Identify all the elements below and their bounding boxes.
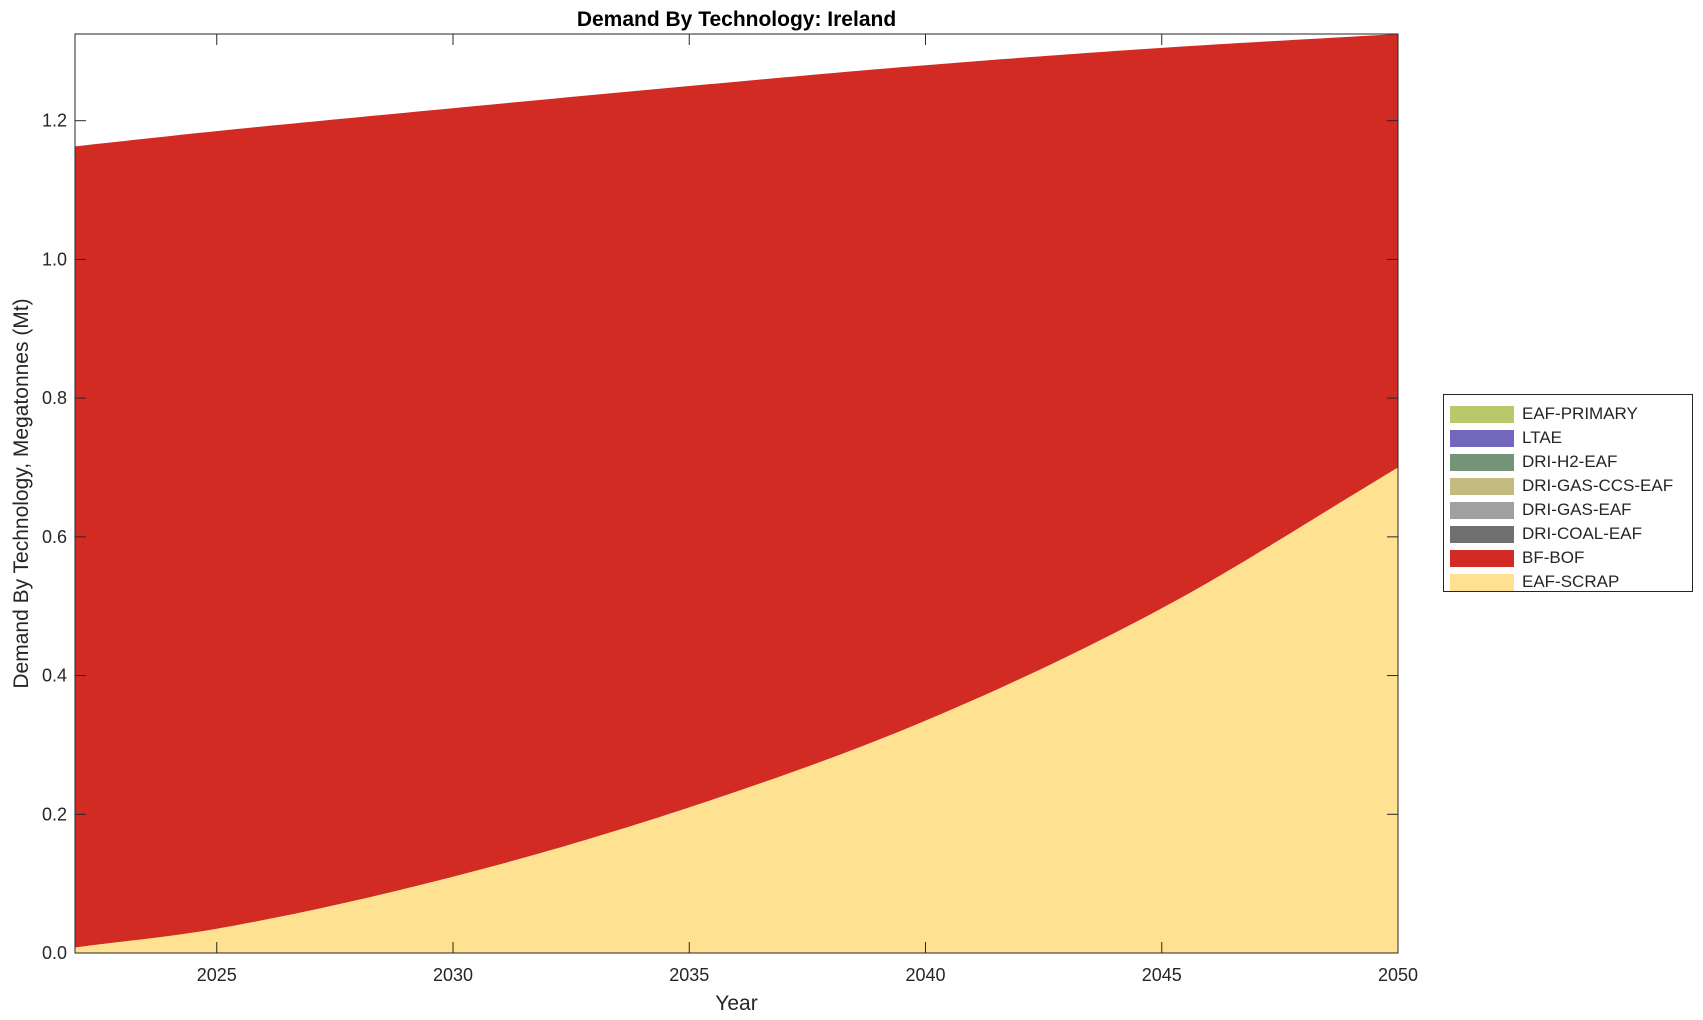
- legend-label: EAF-SCRAP: [1522, 572, 1620, 591]
- legend-item-dri-gas-ccs-eaf: DRI-GAS-CCS-EAF: [1450, 476, 1673, 496]
- y-tick-label: 1.0: [42, 249, 67, 269]
- legend-item-bf-bof: BF-BOF: [1450, 548, 1584, 568]
- y-tick-label: 0.8: [42, 388, 67, 408]
- x-tick-label: 2035: [669, 965, 709, 985]
- area-bf-bof: [75, 34, 1398, 948]
- legend-label: BF-BOF: [1522, 548, 1585, 567]
- axis-ticks: 2025 2030 2035 2040 2045 2050 0.0 0.2 0.4 0.6 0.8 1…: [42, 34, 1418, 985]
- legend-label: DRI-GAS-EAF: [1522, 500, 1632, 519]
- legend-item-dri-coal-eaf: DRI-COAL-EAF: [1450, 524, 1642, 544]
- y-axis-label: Demand By Technology, Megatonnes (Mt): [10, 298, 33, 688]
- legend-label: LTAE: [1522, 428, 1562, 447]
- axes-box: [74, 33, 1399, 954]
- stacked-areas: [75, 34, 1398, 953]
- chart-title: Demand By Technology: Ireland: [577, 8, 896, 31]
- legend: EAF-PRIMARY LTAE DRI-H2-EAF DRI-GAS-CCS-EAF…: [1443, 394, 1693, 592]
- legend-item-dri-gas-eaf: DRI-GAS-EAF: [1450, 500, 1632, 520]
- y-tick-label: 1.2: [42, 111, 67, 131]
- legend-swatch: [1450, 549, 1514, 567]
- legend-swatch: [1450, 477, 1514, 495]
- legend-swatch: [1450, 429, 1514, 447]
- legend-label: EAF-PRIMARY: [1522, 404, 1638, 423]
- legend-item-eaf-primary: EAF-PRIMARY: [1450, 404, 1638, 424]
- x-axis-label: Year: [715, 992, 757, 1015]
- y-tick-label: 0.4: [42, 666, 67, 686]
- legend-swatch: [1450, 453, 1514, 471]
- y-tick-label: 0.6: [42, 527, 67, 547]
- legend-swatch: [1450, 501, 1514, 519]
- legend-item-eaf-scrap: EAF-SCRAP: [1450, 572, 1619, 592]
- x-tick-label: 2040: [905, 965, 945, 985]
- legend-label: DRI-H2-EAF: [1522, 452, 1618, 471]
- legend-item-ltae: LTAE: [1450, 428, 1562, 448]
- x-tick-label: 2050: [1378, 965, 1418, 985]
- legend-swatch: [1450, 573, 1514, 591]
- legend-swatch: [1450, 405, 1514, 423]
- legend-swatch: [1450, 525, 1514, 543]
- legend-item-dri-h2-eaf: DRI-H2-EAF: [1450, 452, 1617, 472]
- legend-label: DRI-COAL-EAF: [1522, 524, 1642, 543]
- x-tick-label: 2045: [1142, 965, 1182, 985]
- x-tick-label: 2030: [433, 965, 473, 985]
- x-tick-label: 2025: [197, 965, 237, 985]
- y-tick-label: 0.0: [42, 943, 67, 963]
- y-tick-label: 0.2: [42, 804, 67, 824]
- legend-label: DRI-GAS-CCS-EAF: [1522, 476, 1674, 495]
- area-eaf-scrap: [75, 467, 1398, 953]
